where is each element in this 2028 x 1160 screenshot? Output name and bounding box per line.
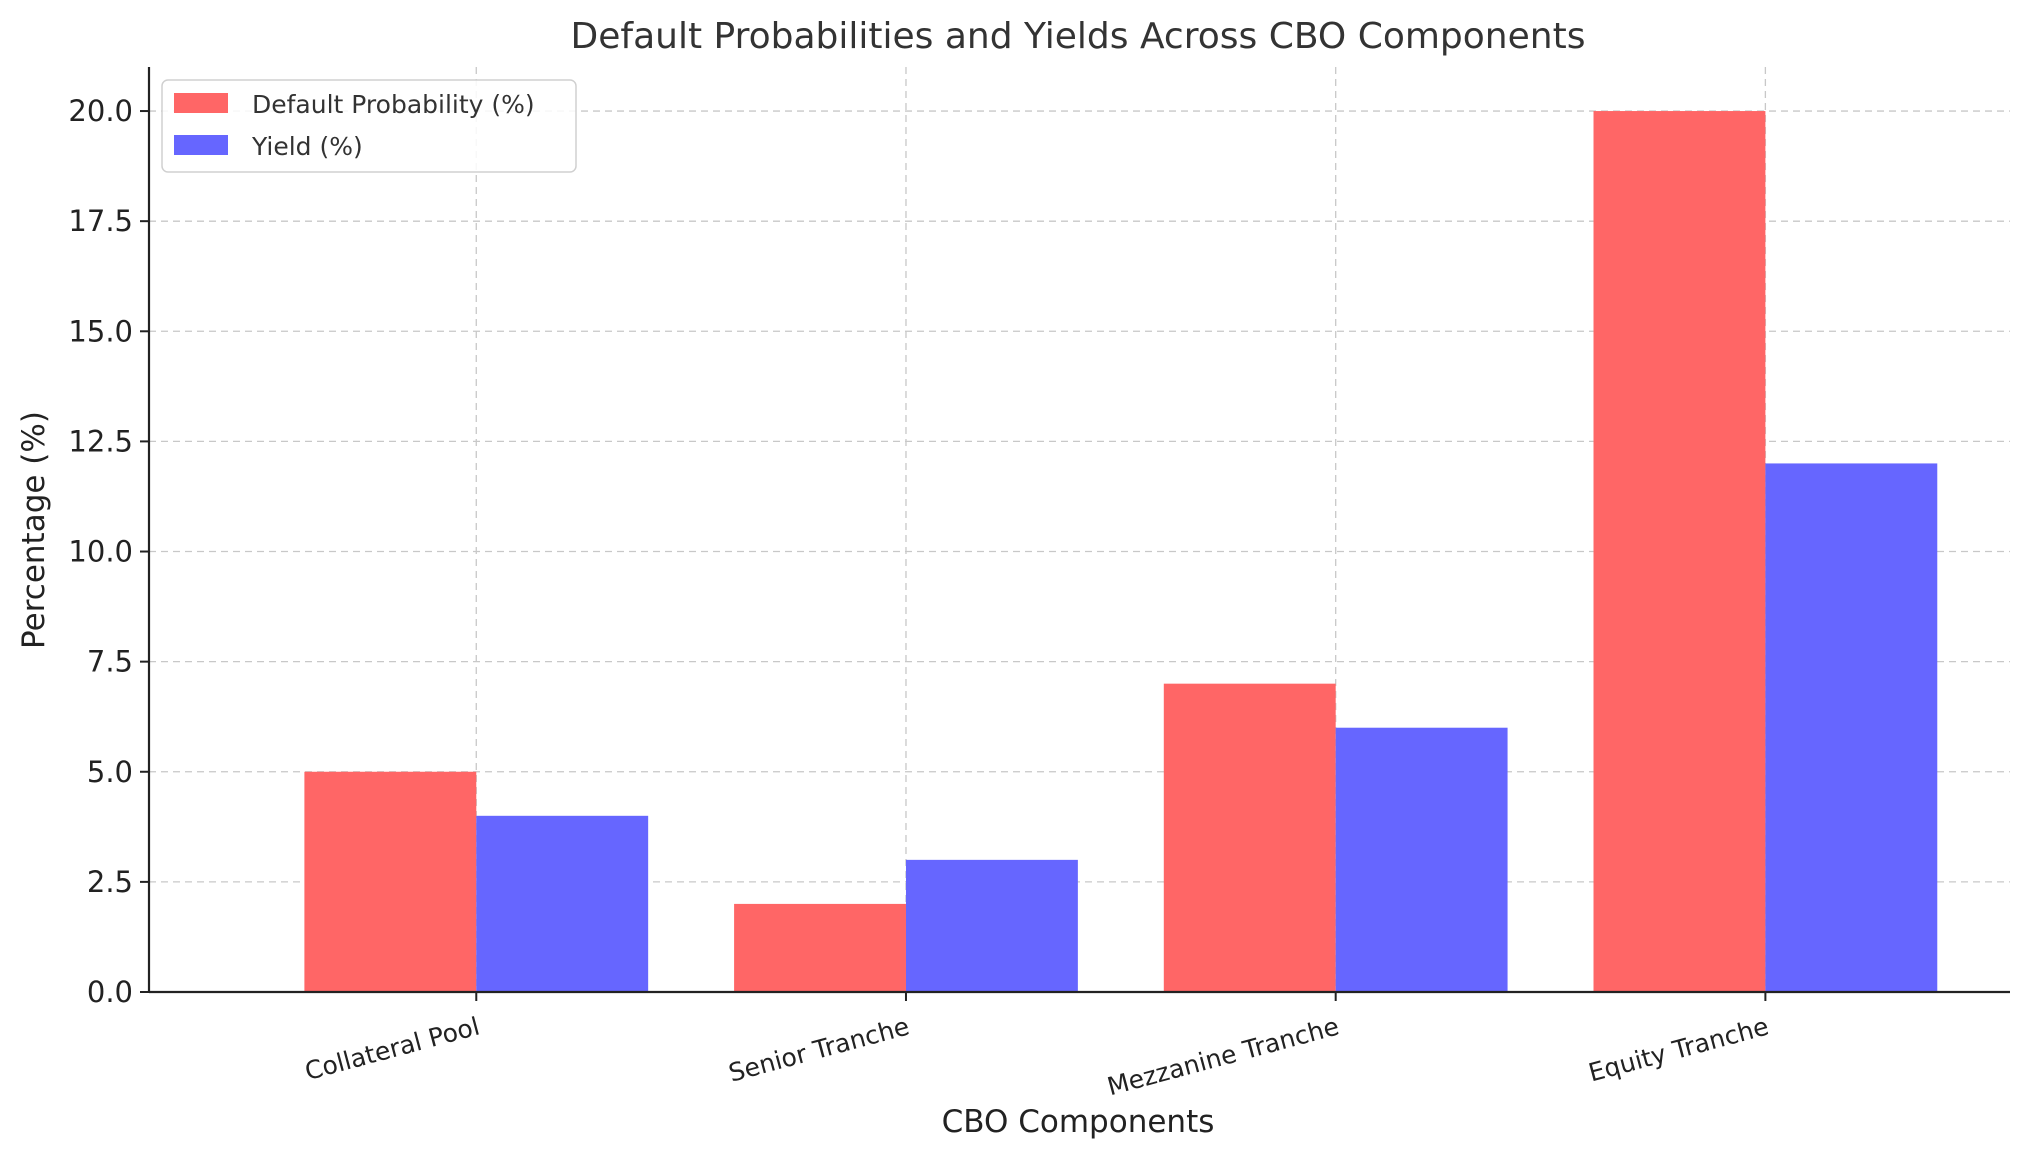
y-tick-label: 0.0 [87, 975, 133, 1009]
legend-label-default-probability: Default Probability (%) [252, 90, 535, 119]
x-tick-label: Equity Tranche [1585, 1012, 1771, 1088]
bar-yield-0 [476, 815, 649, 992]
x-ticks: Collateral Pool Senior Tranche Mezzanine T… [302, 992, 1772, 1101]
x-tick-label: Collateral Pool [302, 1012, 483, 1086]
legend-swatch-yield [174, 135, 228, 155]
bars [304, 111, 1938, 993]
bar-default-probability-3 [1593, 111, 1766, 993]
x-tick-label: Senior Tranche [726, 1012, 913, 1088]
legend-swatch-default-probability [174, 93, 228, 113]
chart-title: Default Probabilities and Yields Across … [571, 16, 1586, 57]
y-tick-label: 15.0 [68, 314, 133, 348]
bar-default-probability-0 [304, 771, 477, 992]
bar-default-probability-1 [734, 903, 906, 992]
y-ticks: 0.0 2.5 5.0 7.5 10.0 12.5 15.0 17.5 20.0 [68, 94, 149, 1009]
y-axis-label: Percentage (%) [16, 411, 52, 649]
y-tick-label: 17.5 [68, 204, 133, 238]
legend: Default Probability (%) Yield (%) [161, 79, 577, 173]
bar-default-probability-2 [1163, 683, 1336, 992]
bar-yield-2 [1335, 727, 1508, 992]
y-tick-label: 10.0 [68, 535, 133, 569]
y-tick-label: 7.5 [87, 645, 133, 679]
legend-box [161, 79, 577, 173]
y-tick-label: 2.5 [87, 865, 133, 899]
x-axis-label: CBO Components [942, 1104, 1215, 1140]
bar-yield-1 [905, 859, 1078, 992]
y-tick-label: 12.5 [68, 424, 133, 458]
legend-label-yield: Yield (%) [251, 132, 363, 161]
y-tick-label: 20.0 [68, 94, 133, 128]
x-tick-label: Mezzanine Tranche [1104, 1012, 1342, 1102]
y-tick-label: 5.0 [87, 755, 133, 789]
bar-yield-3 [1765, 463, 1938, 992]
